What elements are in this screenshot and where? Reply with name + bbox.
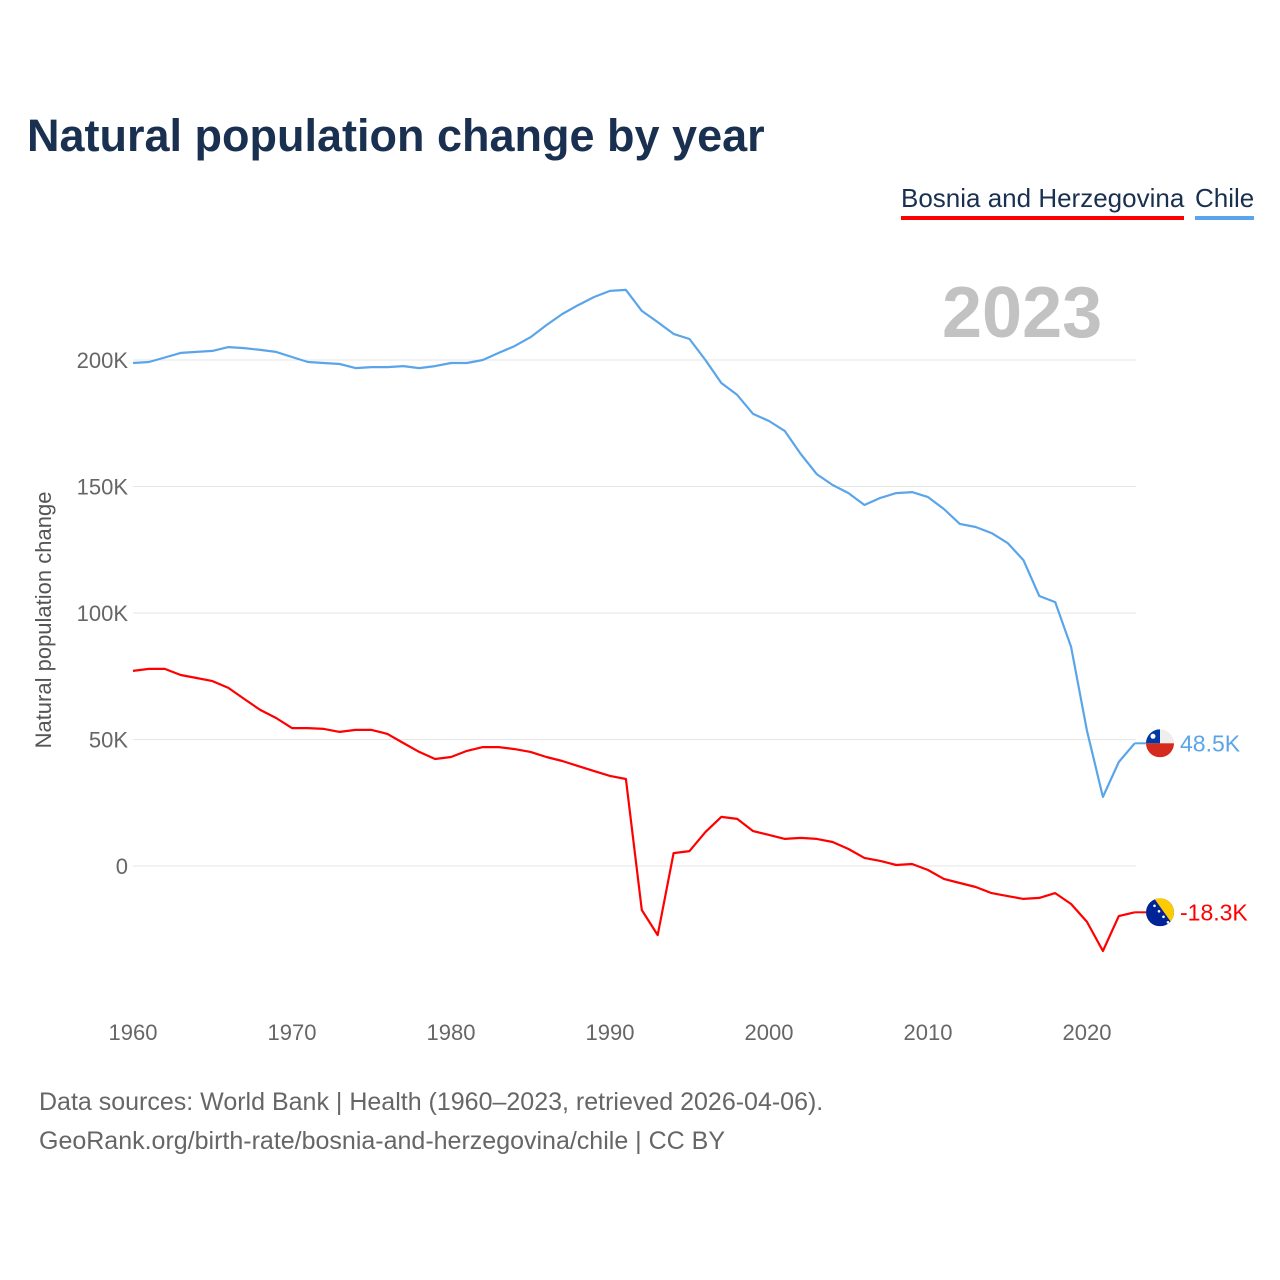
x-tick-label: 2000 — [745, 1020, 794, 1045]
y-tick-label: 50K — [89, 728, 128, 753]
end-value-label: -18.3K — [1180, 899, 1248, 925]
flag-body — [1146, 729, 1174, 758]
x-tick-label: 1960 — [109, 1020, 158, 1045]
source-line-2[interactable]: GeoRank.org/birth-rate/bosnia-and-herzeg… — [39, 1127, 726, 1155]
chart-title: Natural population change by year — [27, 110, 765, 161]
flag-yellow — [1154, 898, 1174, 927]
current-year-label: 2023 — [942, 273, 1103, 353]
flag-star — [1166, 920, 1170, 924]
source-line-1: Data sources: World Bank | Health (1960–… — [39, 1088, 824, 1116]
series-line-chile — [132, 288, 1136, 799]
legend-chile[interactable]: Chile — [1195, 183, 1255, 220]
flag-star — [1162, 915, 1165, 919]
x-tick-label: 2020 — [1063, 1020, 1112, 1045]
flag-star — [1157, 909, 1161, 913]
flag-star — [1148, 898, 1152, 902]
series-line-bosnia-and-herzegovina — [132, 667, 1135, 953]
y-tick-label: 150K — [77, 475, 129, 500]
chile-flag-icon — [1146, 729, 1174, 758]
x-tick-label: 2010 — [904, 1020, 953, 1045]
flag-body — [1146, 898, 1174, 927]
y-tick-label: 0 — [116, 854, 128, 879]
x-tick-label: 1990 — [586, 1020, 635, 1045]
flag-star — [1150, 733, 1156, 739]
x-tick-label: 1970 — [268, 1020, 317, 1045]
y-tick-label: 200K — [77, 348, 129, 373]
end-value-label: 48.5K — [1180, 730, 1241, 756]
x-tick-label: 1980 — [427, 1020, 476, 1045]
flag-red — [1146, 743, 1174, 758]
legend-bosnia-and-herzegovina[interactable]: Bosnia and Herzegovina — [901, 183, 1185, 220]
flag-star — [1153, 904, 1156, 908]
bosnia-flag-icon — [1146, 898, 1174, 927]
y-tick-label: 100K — [77, 601, 129, 626]
